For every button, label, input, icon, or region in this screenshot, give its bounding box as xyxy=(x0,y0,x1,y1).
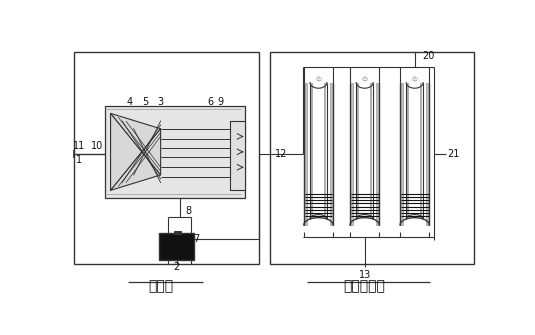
Bar xyxy=(311,82,313,219)
Bar xyxy=(74,52,259,264)
Text: 10: 10 xyxy=(91,141,104,151)
Text: 溶氢区: 溶氢区 xyxy=(148,280,173,293)
Text: 12: 12 xyxy=(274,149,287,159)
Text: ф: ф xyxy=(362,76,368,82)
Bar xyxy=(159,233,194,260)
Text: 加氢反应区: 加氢反应区 xyxy=(343,280,386,293)
Text: 13: 13 xyxy=(358,270,371,280)
Bar xyxy=(357,82,360,219)
Bar xyxy=(370,82,372,219)
Bar xyxy=(174,231,181,234)
Text: 4: 4 xyxy=(127,97,133,107)
Text: ф: ф xyxy=(412,76,418,82)
Bar xyxy=(230,121,246,190)
Text: 1: 1 xyxy=(76,154,82,164)
Text: 7: 7 xyxy=(194,234,200,244)
Bar xyxy=(400,82,403,225)
Text: 21: 21 xyxy=(447,149,460,159)
Bar xyxy=(105,106,246,198)
Text: 8: 8 xyxy=(185,206,192,216)
Bar xyxy=(330,82,333,225)
Text: 11: 11 xyxy=(73,141,85,151)
Bar xyxy=(324,82,326,219)
Text: 2: 2 xyxy=(174,262,180,272)
Text: ф: ф xyxy=(316,76,322,82)
Bar xyxy=(350,82,353,225)
Bar xyxy=(420,82,423,219)
Text: 3: 3 xyxy=(157,97,164,107)
Text: 9: 9 xyxy=(218,97,224,107)
Bar xyxy=(270,52,474,264)
Bar xyxy=(376,82,379,225)
Polygon shape xyxy=(111,113,160,190)
Bar xyxy=(426,82,430,225)
Text: 20: 20 xyxy=(423,51,435,61)
Bar xyxy=(407,82,409,219)
Bar xyxy=(304,82,307,225)
Text: 5: 5 xyxy=(142,97,148,107)
Text: 6: 6 xyxy=(208,97,213,107)
